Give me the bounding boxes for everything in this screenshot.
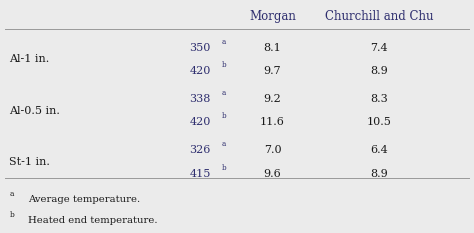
Text: Heated end temperature.: Heated end temperature. [28, 216, 158, 225]
Text: 420: 420 [190, 117, 211, 127]
Text: 326: 326 [190, 145, 211, 155]
Text: Al-0.5 in.: Al-0.5 in. [9, 106, 60, 116]
Text: 9.6: 9.6 [264, 169, 282, 178]
Text: 7.4: 7.4 [370, 43, 388, 53]
Text: Average temperature.: Average temperature. [28, 195, 141, 204]
Text: b: b [222, 113, 227, 120]
Text: 8.9: 8.9 [370, 169, 388, 178]
Text: 6.4: 6.4 [370, 145, 388, 155]
Text: 8.9: 8.9 [370, 66, 388, 76]
Text: 10.5: 10.5 [367, 117, 392, 127]
Text: b: b [222, 164, 227, 172]
Text: Churchill and Chu: Churchill and Chu [325, 10, 433, 24]
Text: 350: 350 [190, 43, 211, 53]
Text: 338: 338 [190, 94, 211, 104]
Text: 7.0: 7.0 [264, 145, 282, 155]
Text: a: a [222, 140, 226, 148]
Text: Al-1 in.: Al-1 in. [9, 55, 50, 64]
Text: a: a [222, 89, 226, 97]
Text: 9.2: 9.2 [264, 94, 282, 104]
Text: St-1 in.: St-1 in. [9, 157, 50, 167]
Text: 11.6: 11.6 [260, 117, 285, 127]
Text: 415: 415 [190, 169, 211, 178]
Text: b: b [222, 61, 227, 69]
Text: 8.1: 8.1 [264, 43, 282, 53]
Text: 8.3: 8.3 [370, 94, 388, 104]
Text: b: b [9, 211, 14, 219]
Text: 9.7: 9.7 [264, 66, 282, 76]
Text: 420: 420 [190, 66, 211, 76]
Text: a: a [222, 38, 226, 46]
Text: a: a [9, 190, 14, 198]
Text: Morgan: Morgan [249, 10, 296, 24]
